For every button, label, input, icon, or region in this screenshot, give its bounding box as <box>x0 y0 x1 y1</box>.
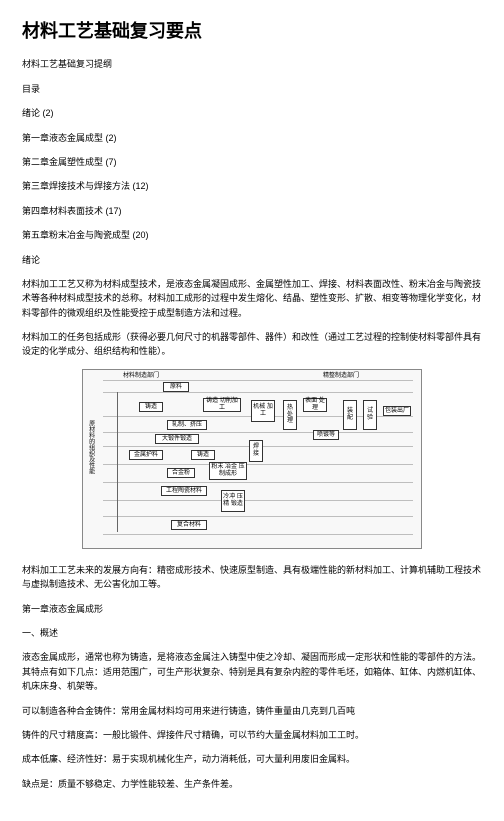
diagram-line <box>117 392 118 532</box>
subtitle: 材料工艺基础复习提纲 <box>22 57 482 71</box>
diagram-box: 工程陶瓷材料 <box>161 486 207 496</box>
diagram-line <box>103 392 413 393</box>
body-paragraph: 成本低廉、经济性好：易于实现机械化生产，动力消耗低，可大量利用废旧金属料。 <box>22 752 482 766</box>
body-paragraph: 材料加工工艺又称为材料成型技术，是液态金属凝固成形、金属塑性加工、焊接、材料表面… <box>22 277 482 320</box>
diagram-box: 铸造 <box>139 402 163 412</box>
diagram-box: 轧制、挤压 <box>167 420 207 430</box>
toc-item: 第三章焊接技术与焊接方法 (12) <box>22 179 482 193</box>
body-paragraph: 铸件的尺寸精度高：一般比锻件、焊接件尺寸精确，可以节约大量金属材料加工工时。 <box>22 728 482 742</box>
diagram-line <box>103 380 413 381</box>
diagram-box: 机械 加工 <box>251 400 275 422</box>
diagram-box: 冷冲 压精 锻造 <box>221 490 245 512</box>
diagram-line <box>103 464 413 465</box>
diagram-box: 铸造 <box>191 450 215 460</box>
diagram-box: 焊 接 <box>249 440 263 462</box>
toc-item: 第四章材料表面技术 (17) <box>22 204 482 218</box>
diagram-box: 热 处 理 <box>283 400 297 430</box>
diagram-line <box>103 500 413 501</box>
diagram-box: 铸造 切削加工 <box>203 398 241 412</box>
body-paragraph: 材料加工的任务包括成形（获得必要几何尺寸的机器零部件、器件）和改性（通过工艺过程… <box>22 330 482 359</box>
diagram-box: 表面 处理 <box>303 398 327 412</box>
diagram-box: 原料 <box>163 382 189 392</box>
diagram-box: 合金粉 <box>167 468 195 478</box>
diagram-box: 试 验 <box>363 400 377 430</box>
diagram-line <box>103 516 413 517</box>
diagram-line <box>103 482 413 483</box>
toc-item: 第一章液态金属成型 (2) <box>22 131 482 145</box>
process-flowchart: 材料制造部门精整制造部门原材料的组织及性能原料铸造铸造 切削加工机械 加工热 处… <box>82 369 422 549</box>
section-heading: 一、概述 <box>22 626 482 640</box>
diagram-box: 喷镀等 <box>313 430 339 440</box>
body-paragraph: 材料加工工艺未来的发展方向有：精密成形技术、快速原型制造、具有极端性能的新材料加… <box>22 563 482 592</box>
section-heading: 绪论 <box>22 253 482 267</box>
diagram-line <box>103 534 413 535</box>
toc-item: 第二章金属塑性成型 (7) <box>22 155 482 169</box>
chapter-heading: 第一章液态金属成形 <box>22 602 482 616</box>
diagram-line <box>103 432 413 433</box>
diagram-box: 装 配 <box>343 400 357 430</box>
diagram-box: 大锻件锻造 <box>155 434 199 444</box>
diagram-box: 包装出厂 <box>383 406 411 416</box>
toc-item: 第五章粉末冶金与陶瓷成型 (20) <box>22 228 482 242</box>
toc-heading: 目录 <box>22 82 482 96</box>
toc-item: 绪论 (2) <box>22 106 482 120</box>
diagram-box: 粉末 冶金 压制成形 <box>209 462 247 480</box>
page-title: 材料工艺基础复习要点 <box>22 20 482 43</box>
diagram-box: 金属护料 <box>129 450 163 460</box>
diagram-box: 复合材料 <box>171 520 207 530</box>
body-paragraph: 液态金属成形，通常也称为铸造，是将液态金属注入铸型中使之冷却、凝固而形成一定形状… <box>22 650 482 693</box>
diagram-side-label: 原材料的组织及性能 <box>87 420 94 474</box>
body-paragraph: 可以制造各种合金铸件：常用金属材料均可用来进行铸造，铸件重量由几克到几百吨 <box>22 704 482 718</box>
body-paragraph: 缺点是：质量不够稳定、力学性能较差、生产条件差。 <box>22 777 482 791</box>
